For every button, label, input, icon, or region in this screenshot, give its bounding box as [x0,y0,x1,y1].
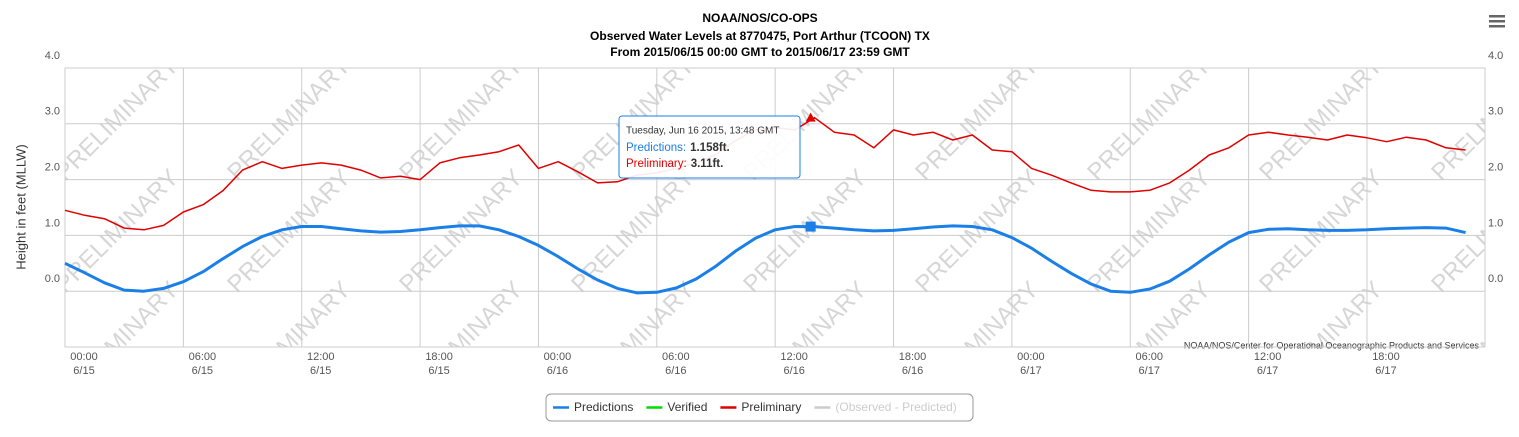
watermark: PRELIMINARY [1426,164,1519,298]
x-tick-label: 06:00 6/17 [1135,351,1163,377]
x-tick-label: 12:00 6/16 [780,351,808,377]
x-tick-label: 18:00 6/16 [899,351,927,377]
y-tick-label: 0.0 [45,273,60,285]
y-tick-label: 4.0 [45,50,60,62]
menu-bar [1489,25,1505,28]
x-tick-label: 06:00 6/15 [189,351,217,377]
chart-title: NOAA/NOS/CO-OPS [702,11,817,25]
legend-label: Preliminary [741,400,801,414]
legend-label: (Observed - Predicted) [835,400,956,414]
y2-tick-label: 1.0 [1488,217,1503,229]
legend-item[interactable]: Preliminary [720,400,801,414]
y2-tick-label: 3.0 [1488,106,1503,118]
legend-box [545,393,974,422]
y-tick-label: 3.0 [45,106,60,118]
x-tick-label: 00:00 6/17 [1017,351,1045,377]
x-tick-label: 00:00 6/15 [70,351,98,377]
menu-bar [1489,15,1505,18]
tooltip-label: Preliminary: [626,158,687,170]
y-tick-label: 1.0 [45,217,60,229]
series-line [64,224,1466,295]
x-tick-label: 18:00 6/17 [1372,351,1400,377]
tooltip-label: Predictions: [626,142,686,154]
tooltip-box [618,115,801,179]
menu-button[interactable] [1489,15,1505,28]
x-tick-label: 00:00 6/16 [544,351,572,377]
x-tick-label: 12:00 6/17 [1254,351,1282,377]
hover-marker [805,221,816,232]
chart-subtitle: From 2015/06/15 00:00 GMT to 2015/06/17 … [610,45,910,59]
x-tick-label: 18:00 6/15 [425,351,453,377]
tooltip-value: 1.158ft. [690,142,730,154]
legend-item[interactable]: (Observed - Predicted) [814,400,957,414]
legend-item[interactable]: Verified [646,400,707,414]
chart-subtitle: Observed Water Levels at 8770475, Port A… [590,29,930,43]
legend-item[interactable]: Predictions [553,400,633,414]
y-tick-label: 2.0 [45,162,60,174]
y2-tick-label: 2.0 [1488,162,1503,174]
legend-label: Predictions [574,400,633,414]
y-axis-label: Height in feet (MLLW) [13,144,28,269]
legend-label: Verified [667,400,707,414]
tooltip-header: Tuesday, Jun 16 2015, 13:48 GMT [626,126,779,137]
x-tick-label: 06:00 6/16 [662,351,690,377]
menu-bar [1489,20,1505,23]
hover-marker [805,112,816,122]
tooltip-value: 3.11ft. [691,158,724,170]
credits: NOAA/NOS/Center for Operational Oceanogr… [1184,340,1480,350]
watermark: PRELIMINARY [1426,52,1519,186]
x-tick-label: 12:00 6/15 [307,351,335,377]
y2-tick-label: 4.0 [1488,50,1503,62]
y2-tick-label: 0.0 [1488,273,1503,285]
